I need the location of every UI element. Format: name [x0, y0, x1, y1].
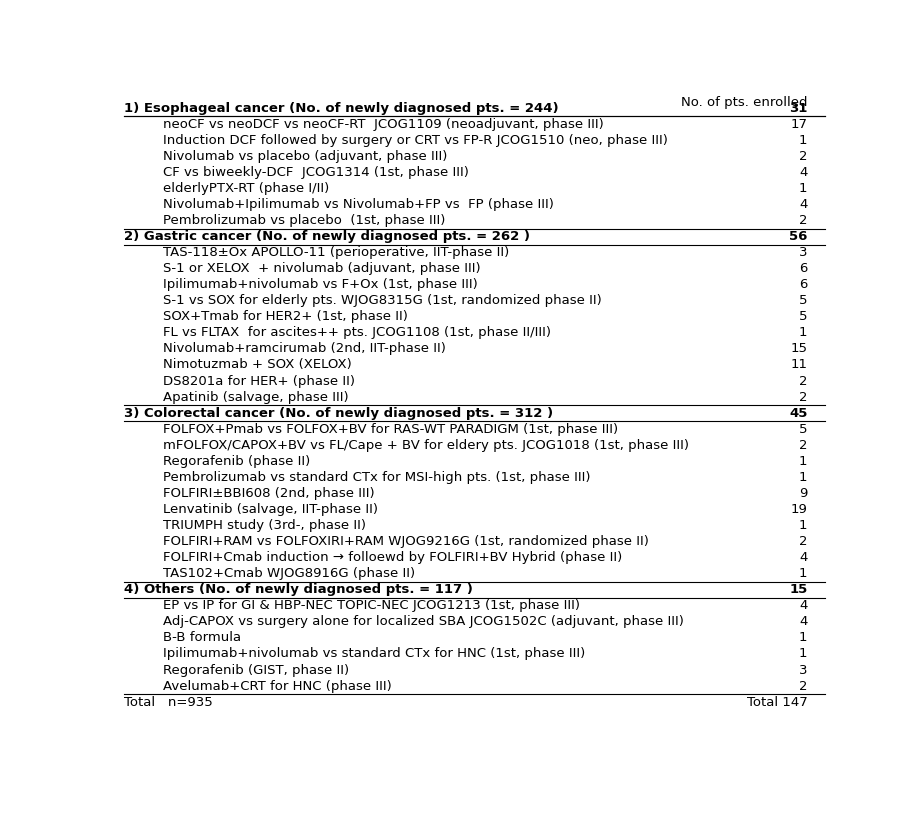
Text: FOLFIRI+Cmab induction → folloewd by FOLFIRI+BV Hybrid (phase II): FOLFIRI+Cmab induction → folloewd by FOL… — [163, 551, 623, 564]
Text: 19: 19 — [790, 503, 808, 516]
Text: 1) Esophageal cancer (No. of newly diagnosed pts. = 244): 1) Esophageal cancer (No. of newly diagn… — [123, 102, 558, 114]
Text: 5: 5 — [799, 294, 808, 307]
Text: DS8201a for HER+ (phase II): DS8201a for HER+ (phase II) — [163, 374, 355, 388]
Text: 15: 15 — [790, 343, 808, 355]
Text: S-1 vs SOX for elderly pts. WJOG8315G (1st, randomized phase II): S-1 vs SOX for elderly pts. WJOG8315G (1… — [163, 294, 601, 307]
Text: 2: 2 — [799, 535, 808, 548]
Text: Induction DCF followed by surgery or CRT vs FP-R JCOG1510 (neo, phase III): Induction DCF followed by surgery or CRT… — [163, 133, 668, 147]
Text: Nivolumab+Ipilimumab vs Nivolumab+FP vs  FP (phase III): Nivolumab+Ipilimumab vs Nivolumab+FP vs … — [163, 198, 554, 211]
Text: 4: 4 — [799, 166, 808, 178]
Text: 1: 1 — [799, 631, 808, 645]
Text: 9: 9 — [799, 487, 808, 500]
Text: 1: 1 — [799, 133, 808, 147]
Text: Regorafenib (phase II): Regorafenib (phase II) — [163, 455, 310, 468]
Text: 5: 5 — [799, 423, 808, 435]
Text: Nimotuzmab + SOX (XELOX): Nimotuzmab + SOX (XELOX) — [163, 359, 352, 371]
Text: Ipilimumab+nivolumab vs F+Ox (1st, phase III): Ipilimumab+nivolumab vs F+Ox (1st, phase… — [163, 279, 478, 291]
Text: 2: 2 — [799, 150, 808, 163]
Text: TRIUMPH study (3rd-, phase II): TRIUMPH study (3rd-, phase II) — [163, 519, 366, 532]
Text: 56: 56 — [789, 230, 808, 243]
Text: Pembrolizumab vs placebo  (1st, phase III): Pembrolizumab vs placebo (1st, phase III… — [163, 214, 446, 227]
Text: Pembrolizumab vs standard CTx for MSI-high pts. (1st, phase III): Pembrolizumab vs standard CTx for MSI-hi… — [163, 471, 590, 484]
Text: Ipilimumab+nivolumab vs standard CTx for HNC (1st, phase III): Ipilimumab+nivolumab vs standard CTx for… — [163, 647, 585, 661]
Text: 3: 3 — [799, 664, 808, 676]
Text: SOX+Tmab for HER2+ (1st, phase II): SOX+Tmab for HER2+ (1st, phase II) — [163, 310, 408, 324]
Text: 4: 4 — [799, 198, 808, 211]
Text: 4: 4 — [799, 600, 808, 612]
Text: 2: 2 — [799, 439, 808, 452]
Text: No. of pts. enrolled: No. of pts. enrolled — [681, 96, 808, 109]
Text: Apatinib (salvage, phase III): Apatinib (salvage, phase III) — [163, 390, 348, 404]
Text: 2: 2 — [799, 214, 808, 227]
Text: 6: 6 — [799, 262, 808, 275]
Text: TAS102+Cmab WJOG8916G (phase II): TAS102+Cmab WJOG8916G (phase II) — [163, 567, 415, 580]
Text: Regorafenib (GIST, phase II): Regorafenib (GIST, phase II) — [163, 664, 349, 676]
Text: 1: 1 — [799, 326, 808, 339]
Text: TAS-118±Ox APOLLO-11 (perioperative, IIT-phase II): TAS-118±Ox APOLLO-11 (perioperative, IIT… — [163, 246, 509, 259]
Text: 4: 4 — [799, 615, 808, 628]
Text: 1: 1 — [799, 182, 808, 195]
Text: FOLFIRI+RAM vs FOLFOXIRI+RAM WJOG9216G (1st, randomized phase II): FOLFIRI+RAM vs FOLFOXIRI+RAM WJOG9216G (… — [163, 535, 648, 548]
Text: Total 147: Total 147 — [747, 696, 808, 709]
Text: 45: 45 — [789, 407, 808, 420]
Text: Adj-CAPOX vs surgery alone for localized SBA JCOG1502C (adjuvant, phase III): Adj-CAPOX vs surgery alone for localized… — [163, 615, 683, 628]
Text: 1: 1 — [799, 567, 808, 580]
Text: EP vs IP for GI & HBP-NEC TOPIC-NEC JCOG1213 (1st, phase III): EP vs IP for GI & HBP-NEC TOPIC-NEC JCOG… — [163, 600, 580, 612]
Text: 4) Others (No. of newly diagnosed pts. = 117 ): 4) Others (No. of newly diagnosed pts. =… — [123, 583, 472, 596]
Text: Nivolumab vs placebo (adjuvant, phase III): Nivolumab vs placebo (adjuvant, phase II… — [163, 150, 448, 163]
Text: S-1 or XELOX  + nivolumab (adjuvant, phase III): S-1 or XELOX + nivolumab (adjuvant, phas… — [163, 262, 481, 275]
Text: 4: 4 — [799, 551, 808, 564]
Text: elderlyPTX-RT (phase I/II): elderlyPTX-RT (phase I/II) — [163, 182, 329, 195]
Text: Lenvatinib (salvage, IIT-phase II): Lenvatinib (salvage, IIT-phase II) — [163, 503, 378, 516]
Text: FL vs FLTAX  for ascites++ pts. JCOG1108 (1st, phase II/III): FL vs FLTAX for ascites++ pts. JCOG1108 … — [163, 326, 551, 339]
Text: CF vs biweekly-DCF  JCOG1314 (1st, phase III): CF vs biweekly-DCF JCOG1314 (1st, phase … — [163, 166, 469, 178]
Text: FOLFOX+Pmab vs FOLFOX+BV for RAS-WT PARADIGM (1st, phase III): FOLFOX+Pmab vs FOLFOX+BV for RAS-WT PARA… — [163, 423, 618, 435]
Text: Nivolumab+ramcirumab (2nd, IIT-phase II): Nivolumab+ramcirumab (2nd, IIT-phase II) — [163, 343, 446, 355]
Text: 17: 17 — [790, 118, 808, 131]
Text: 1: 1 — [799, 519, 808, 532]
Text: Total   n=935: Total n=935 — [123, 696, 213, 709]
Text: FOLFIRI±BBI608 (2nd, phase III): FOLFIRI±BBI608 (2nd, phase III) — [163, 487, 375, 500]
Text: 6: 6 — [799, 279, 808, 291]
Text: 31: 31 — [789, 102, 808, 114]
Text: 2: 2 — [799, 680, 808, 692]
Text: 1: 1 — [799, 471, 808, 484]
Text: 2: 2 — [799, 390, 808, 404]
Text: neoCF vs neoDCF vs neoCF-RT  JCOG1109 (neoadjuvant, phase III): neoCF vs neoDCF vs neoCF-RT JCOG1109 (ne… — [163, 118, 603, 131]
Text: 3) Colorectal cancer (No. of newly diagnosed pts. = 312 ): 3) Colorectal cancer (No. of newly diagn… — [123, 407, 553, 420]
Text: 1: 1 — [799, 647, 808, 661]
Text: B-B formula: B-B formula — [163, 631, 241, 645]
Text: 11: 11 — [790, 359, 808, 371]
Text: mFOLFOX/CAPOX+BV vs FL/Cape + BV for eldery pts. JCOG1018 (1st, phase III): mFOLFOX/CAPOX+BV vs FL/Cape + BV for eld… — [163, 439, 689, 452]
Text: 1: 1 — [799, 455, 808, 468]
Text: 2: 2 — [799, 374, 808, 388]
Text: 3: 3 — [799, 246, 808, 259]
Text: Avelumab+CRT for HNC (phase III): Avelumab+CRT for HNC (phase III) — [163, 680, 391, 692]
Text: 15: 15 — [789, 583, 808, 596]
Text: 5: 5 — [799, 310, 808, 324]
Text: 2) Gastric cancer (No. of newly diagnosed pts. = 262 ): 2) Gastric cancer (No. of newly diagnose… — [123, 230, 530, 243]
